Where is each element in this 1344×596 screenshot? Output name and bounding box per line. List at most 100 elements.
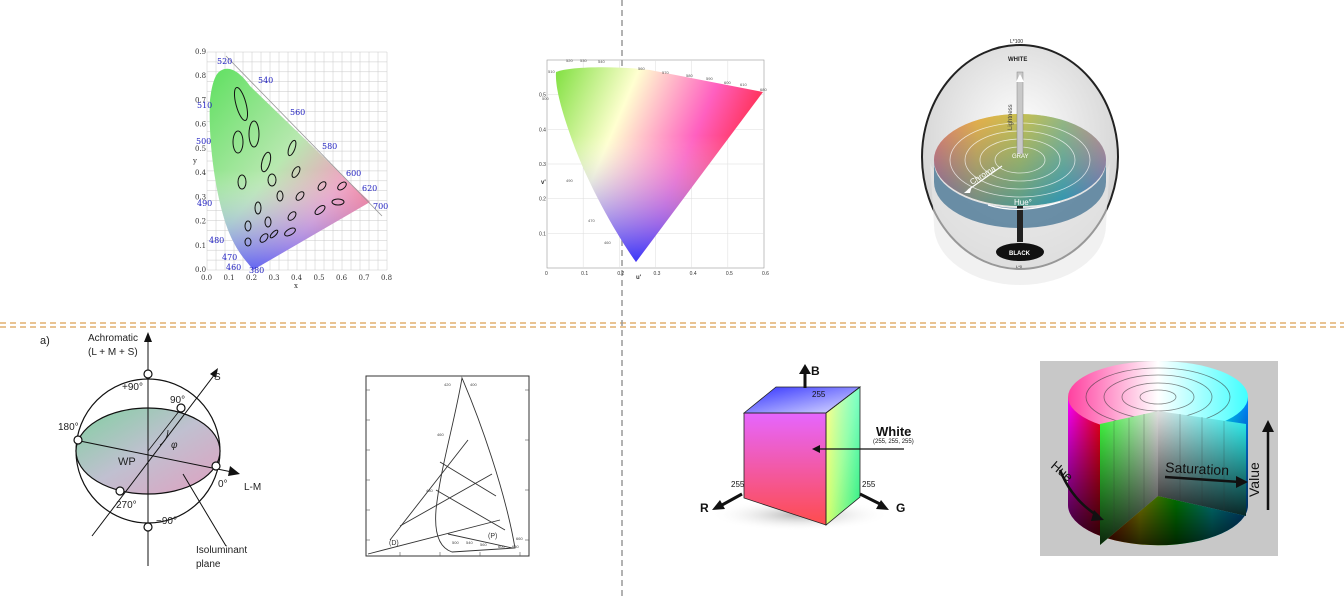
xy-x-tick: 0.2 [246, 274, 257, 282]
uv-x-axis-label: u' [636, 275, 642, 281]
hsv-cylinder-panel: Saturation Value Hue [1040, 361, 1278, 556]
rgb-g-label: G [896, 501, 905, 515]
rgb-b-label: B [811, 364, 820, 378]
xy-x-tick: 0.7 [359, 274, 370, 282]
svg-text:460: 460 [604, 240, 611, 245]
svg-text:500: 500 [542, 96, 549, 101]
dkl-s-axis: S [214, 372, 221, 383]
uv-y-tick: 0.2 [539, 197, 546, 203]
dkl-phi: φ [171, 440, 178, 451]
uv-y-tick: 0.3 [539, 162, 546, 168]
svg-text:570: 570 [662, 70, 669, 75]
xy-x-tick-labels: 0.0 0.1 0.2 0.3 0.4 0.5 0.6 0.7 0.8 [201, 274, 392, 282]
xy-y-tick: 0.8 [195, 72, 206, 80]
svg-text:600: 600 [498, 544, 505, 549]
wl-560: 560 [290, 108, 305, 117]
svg-text:680: 680 [760, 87, 767, 92]
dkl-plus90: +90° [122, 382, 143, 393]
dkl-panel-label: a) [40, 335, 50, 347]
wl-460: 460 [226, 263, 241, 272]
dkl-90: 90° [170, 395, 185, 406]
uv-x-tick: 0.1 [581, 271, 588, 277]
xy-y-tick: 0.7 [195, 96, 206, 104]
dkl-0: 0° [218, 479, 228, 490]
dkl-minus90: −90° [156, 516, 177, 527]
wl-600: 600 [346, 169, 361, 178]
svg-text:470: 470 [588, 218, 595, 223]
xy-y-tick: 0.4 [195, 169, 207, 177]
wl-480: 480 [209, 236, 224, 245]
triangle-sketch-panel: 420 400 460 480 500 540 560 600 680 660 (D) (… [365, 375, 530, 557]
svg-text:660: 660 [516, 536, 523, 541]
dkl-180: 180° [58, 422, 79, 433]
uv-y-tick-labels: 0.1 0.2 0.3 0.4 0.5 [539, 93, 546, 238]
uv-y-tick: 0.4 [539, 127, 546, 133]
lab-black-label: BLACK [1009, 251, 1031, 257]
dkl-wp: WP [118, 456, 136, 468]
svg-text:520: 520 [566, 58, 573, 63]
xy-x-axis-label: x [294, 282, 298, 290]
svg-text:500: 500 [452, 540, 459, 545]
dkl-achromatic-sub: (L + M + S) [88, 347, 138, 358]
macadam-ellipses [232, 87, 347, 247]
triangle-d-label: (D) [389, 540, 399, 547]
svg-text:540: 540 [598, 59, 605, 64]
xy-x-tick: 0.1 [224, 274, 235, 282]
uv-y-tick: 0.1 [539, 231, 546, 237]
dkl-270: 270° [116, 500, 137, 511]
lab-hue-label: Hue° [1014, 198, 1032, 207]
wl-380: 380 [249, 266, 264, 275]
svg-text:580: 580 [686, 73, 693, 78]
wl-490: 490 [197, 199, 212, 208]
xy-y-axis-label: y [192, 157, 197, 165]
uv-blue-overlay [555, 67, 763, 262]
dkl-isoluminant: Isoluminant [196, 545, 247, 556]
svg-text:560: 560 [480, 542, 487, 547]
uv-x-tick-labels: 0 0.1 0.2 0.3 0.4 0.5 0.6 [545, 271, 769, 277]
cie-xy-panel: 520 540 560 580 600 620 700 510 500 490 … [192, 48, 392, 290]
dkl-lm-axis: L-M [244, 482, 261, 493]
svg-text:530: 530 [580, 58, 587, 63]
svg-text:510: 510 [548, 69, 555, 74]
xy-x-tick: 0.4 [291, 274, 303, 282]
uv-x-tick: 0.6 [762, 271, 769, 277]
svg-text:540: 540 [466, 540, 473, 545]
uv-y-axis-label: v' [541, 180, 546, 186]
svg-text:480: 480 [426, 488, 433, 493]
wl-620: 620 [362, 184, 377, 193]
dkl-plane: plane [196, 559, 221, 570]
hsv-value-label: Value [1246, 462, 1262, 497]
svg-text:460: 460 [437, 432, 444, 437]
xy-y-tick: 0.9 [195, 48, 206, 56]
dkl-achromatic-label: Achromatic [88, 333, 138, 344]
xy-x-tick: 0.0 [201, 274, 212, 282]
xy-y-tick: 0.1 [195, 242, 206, 250]
uv-x-tick: 0.4 [690, 271, 697, 277]
xy-x-tick: 0.6 [336, 274, 348, 282]
wl-540: 540 [258, 76, 273, 85]
lab-sphere-panel: L*100 WHITE Lightness GRAY Chroma Hue° B… [921, 39, 1119, 285]
lab-top-label: L*100 [1010, 39, 1023, 45]
wl-580: 580 [322, 142, 337, 151]
hsv-saturation-label: Saturation [1165, 459, 1230, 478]
xy-x-tick: 0.5 [314, 274, 325, 282]
lab-bottom-label: L*0 [1016, 264, 1023, 269]
dkl-panel: a) Achromatic (L + M + S) +90° 90° S 180… [40, 332, 261, 570]
uv-x-tick: 0.5 [726, 271, 733, 277]
wl-470: 470 [222, 253, 237, 262]
svg-text:490: 490 [566, 178, 573, 183]
xy-x-tick: 0.3 [269, 274, 280, 282]
uv-x-tick: 0.3 [654, 271, 661, 277]
xy-y-tick: 0.2 [195, 218, 206, 226]
rgb-cube-panel: B 255 White (255, 255, 255) R 255 G 255 [700, 364, 914, 531]
xy-x-tick: 0.8 [381, 274, 392, 282]
svg-text:610: 610 [740, 82, 747, 87]
xy-y-tick: 0.6 [195, 121, 207, 129]
triangle-p-label: (P) [488, 533, 497, 540]
wl-500: 500 [196, 137, 211, 146]
uv-x-tick: 0 [545, 271, 548, 277]
svg-text:590: 590 [706, 76, 713, 81]
wl-510: 510 [197, 101, 212, 110]
svg-text:680: 680 [512, 544, 519, 549]
